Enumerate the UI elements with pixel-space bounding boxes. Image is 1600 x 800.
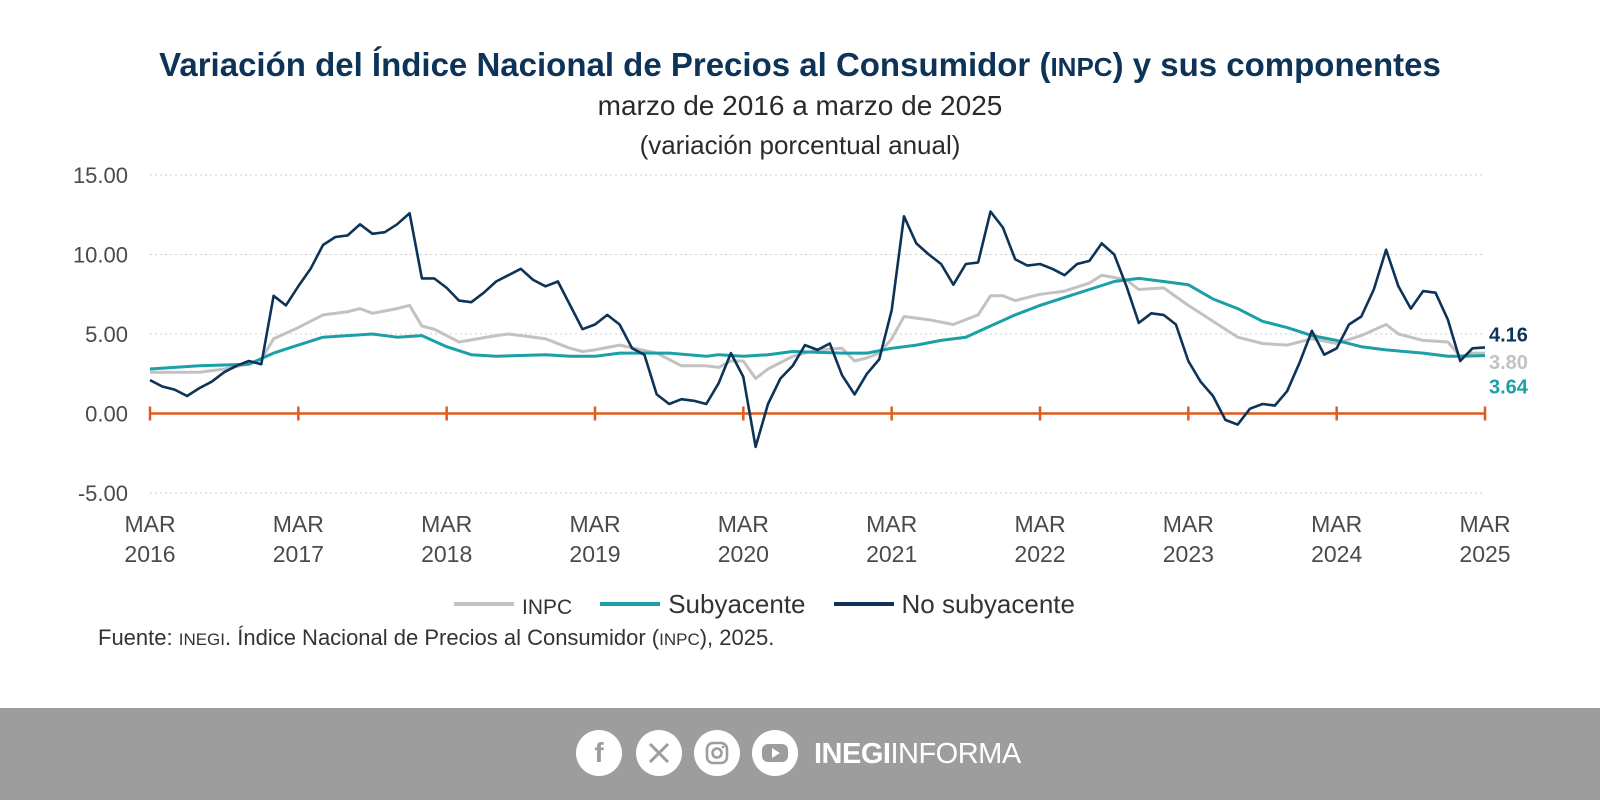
x-tick-label: MAR 2020 (718, 511, 769, 567)
x-tick-label: MAR 2023 (1163, 511, 1214, 567)
title-abbr: INPC (1050, 52, 1113, 82)
x-tick-label: MAR 2024 (1311, 511, 1362, 567)
x-icon[interactable] (636, 730, 682, 776)
brand-rest: INFORMA (890, 738, 1021, 770)
legend-item-subyacente: Subyacente (600, 588, 806, 620)
x-axis-ticks: MAR 2016 MAR 2017 MAR 2018 MAR 2019 MAR 2020 MAR 20… (124, 511, 1510, 567)
chart-title: Variación del Índice Nacional de Precios… (0, 46, 1600, 84)
legend: INPC Subyacente No subyacente (454, 586, 1103, 622)
instagram-icon[interactable] (694, 730, 740, 776)
facebook-icon[interactable]: f (576, 730, 622, 776)
end-label-inpc: 3.80 (1489, 352, 1528, 374)
source-mid: . Índice Nacional de Precios al Consumid… (225, 625, 660, 650)
youtube-icon[interactable] (752, 730, 798, 776)
series-line-subyacente (149, 276, 1486, 371)
legend-label-no-subyacente: No subyacente (901, 588, 1075, 619)
x-tick-label: MAR 2018 (421, 511, 472, 567)
source-note: Fuente: INEGI. Índice Nacional de Precio… (98, 625, 774, 651)
series-lines (149, 210, 1486, 449)
source-abbr: INPC (659, 630, 700, 649)
x-tick-label: MAR 2025 (1459, 511, 1510, 567)
legend-item-inpc: INPC (454, 588, 572, 620)
x-tick-label: MAR 2016 (124, 511, 175, 567)
y-tick-label: 15.00 (73, 163, 128, 188)
source-post: ), 2025. (699, 625, 775, 650)
series-line-no-subyacente (149, 210, 1486, 449)
source-org: INEGI (178, 630, 226, 649)
legend-item-no-subyacente: No subyacente (833, 588, 1075, 620)
title-post: ) y sus componentes (1112, 46, 1441, 83)
chart-unit: (variación porcentual anual) (639, 130, 961, 160)
zero-axis (148, 406, 1487, 421)
y-tick-label: -5.00 (78, 481, 128, 506)
end-label-subyacente: 3.64 (1489, 377, 1529, 399)
footer-bar: f INEGIINFORMA (0, 708, 1600, 800)
x-tick-label: MAR 2022 (1014, 511, 1065, 567)
end-label-no-subyacente: 4.16 (1489, 324, 1528, 346)
y-tick-label: 10.00 (73, 243, 128, 268)
source-pre: Fuente: (98, 625, 179, 650)
end-labels: 4.16 3.80 3.64 (1489, 324, 1529, 398)
x-tick-label: MAR 2019 (569, 511, 620, 567)
brand-logo: INEGIINFORMA (814, 738, 1021, 771)
legend-label-subyacente: Subyacente (668, 588, 806, 619)
y-tick-label: 5.00 (85, 322, 128, 347)
x-tick-label: MAR 2021 (866, 511, 917, 567)
y-axis-ticks: 15.00 10.00 5.00 0.00 -5.00 (73, 163, 128, 506)
brand-bold: INEGI (814, 738, 891, 770)
x-tick-label: MAR 2017 (273, 511, 324, 567)
title-pre: Variación del Índice Nacional de Precios… (159, 46, 1051, 83)
chart-subtitle: marzo de 2016 a marzo de 2025 (597, 90, 1003, 121)
legend-label-inpc: INPC (522, 596, 573, 619)
y-tick-label: 0.00 (85, 402, 128, 427)
legend-swatch-subyacente (600, 602, 661, 606)
series-line-inpc (150, 273, 1485, 380)
legend-swatch-no-subyacente (833, 602, 894, 606)
legend-swatch-inpc (454, 602, 514, 606)
